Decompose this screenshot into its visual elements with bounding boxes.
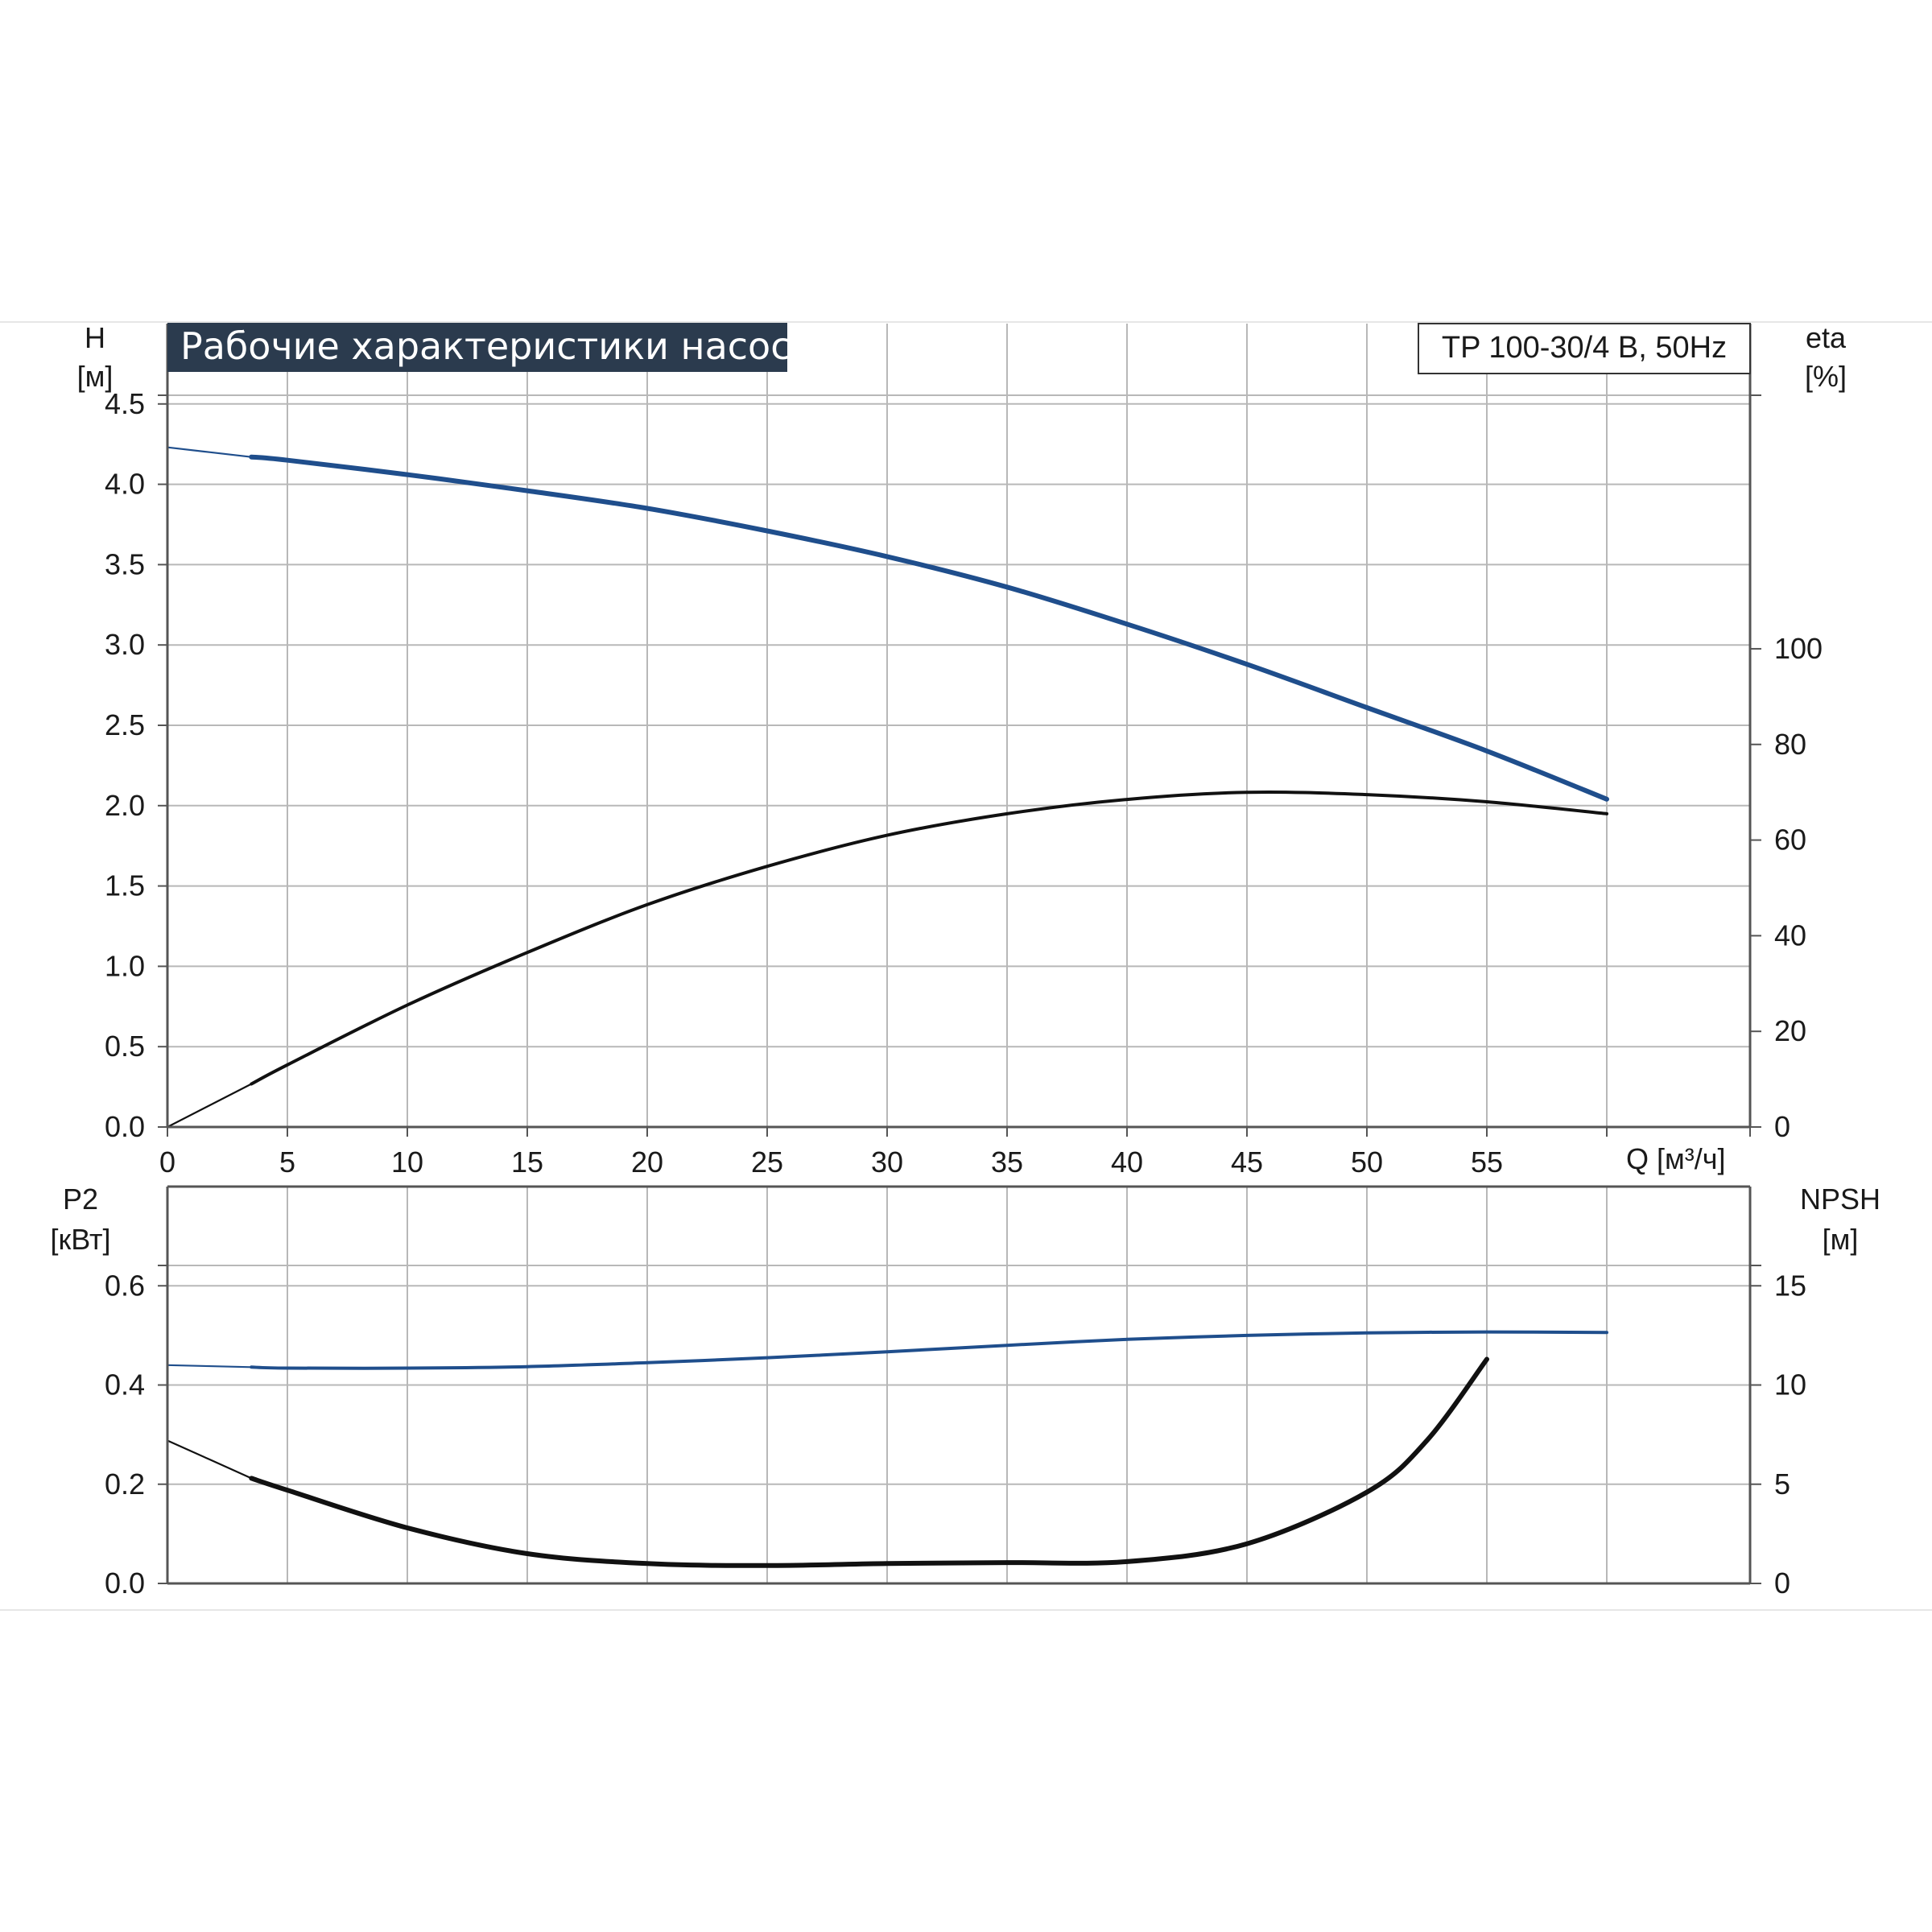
y-right-tick-label: 0 bbox=[1774, 1567, 1790, 1600]
y-left-tick-label: 3.5 bbox=[105, 547, 145, 580]
y-right-tick-label: 60 bbox=[1774, 824, 1806, 857]
efficiency-curve bbox=[250, 790, 1608, 1086]
x-tick-label: 0 bbox=[159, 1146, 175, 1179]
model-label-box bbox=[1418, 323, 1751, 374]
x-tick-label: 10 bbox=[391, 1146, 423, 1179]
y-left-tick-label: 0.2 bbox=[105, 1468, 145, 1501]
chart-title-background bbox=[167, 323, 787, 372]
y-left-tick-label: 2.0 bbox=[105, 789, 145, 822]
power-npsh-panel: 0.0 0.2 0.4 0.6 0 5 10 15 P2 [кВт] NPSH [м] bbox=[50, 1183, 1880, 1600]
y-right-label-name: eta bbox=[1806, 321, 1847, 354]
y-left-tick-label: 3.0 bbox=[105, 628, 145, 661]
head-curve-extrapolation bbox=[167, 446, 252, 458]
top-curves bbox=[167, 446, 1609, 1128]
x-tick-label: 15 bbox=[511, 1146, 543, 1179]
efficiency-curve-extrapolation bbox=[167, 1083, 252, 1128]
x-tick-label: 20 bbox=[631, 1146, 663, 1179]
y-left-tick-label: 0.0 bbox=[105, 1110, 145, 1143]
x-tick-label: 25 bbox=[751, 1146, 783, 1179]
y-right-label-unit: [%] bbox=[1805, 360, 1847, 393]
x-tick-label: 30 bbox=[871, 1146, 903, 1179]
power-curve-extrapolation bbox=[167, 1364, 252, 1368]
y-right-tick-label: 80 bbox=[1774, 728, 1806, 761]
x-tick-label: 5 bbox=[279, 1146, 295, 1179]
x-tick-label: 50 bbox=[1351, 1146, 1383, 1179]
y-right-tick-label: 40 bbox=[1774, 919, 1806, 952]
bottom-grid bbox=[167, 1187, 1750, 1583]
top-grid bbox=[167, 324, 1750, 1127]
top-tick-labels: 0.0 0.5 1.0 1.5 2.0 2.5 3.0 3.5 4.0 4.5 0 20 40 60 80 1… bbox=[105, 387, 1823, 1179]
y-right-tick-label: 20 bbox=[1774, 1014, 1806, 1047]
y-left-tick-label: 1.0 bbox=[105, 949, 145, 982]
y-left-tick-label: 4.5 bbox=[105, 387, 145, 420]
head-efficiency-panel: 0.0 0.5 1.0 1.5 2.0 2.5 3.0 3.5 4.0 4.5 0 20 40 60 80 1… bbox=[77, 321, 1847, 1179]
npsh-label-unit: [м] bbox=[1823, 1223, 1859, 1256]
npsh-curve bbox=[249, 1356, 1489, 1568]
y-right-tick-label: 0 bbox=[1774, 1110, 1790, 1143]
y-left-tick-label: 4.0 bbox=[105, 468, 145, 501]
x-axis-label: Q [м³/ч] bbox=[1626, 1142, 1726, 1175]
y-right-tick-label: 10 bbox=[1774, 1368, 1806, 1402]
x-tick-label: 55 bbox=[1471, 1146, 1503, 1179]
npsh-curve-extrapolation bbox=[167, 1439, 252, 1480]
y-left-label-name: H bbox=[85, 321, 105, 354]
y-left-tick-label: 2.5 bbox=[105, 708, 145, 741]
pump-model-label: TP 100-30/4 B, 50Hz bbox=[1442, 331, 1727, 365]
y-left-tick-label: 1.5 bbox=[105, 869, 145, 902]
x-tick-label: 40 bbox=[1111, 1146, 1143, 1179]
y-left-tick-label: 0.4 bbox=[105, 1368, 145, 1402]
head-curve bbox=[249, 454, 1609, 802]
y-left-label-unit: [м] bbox=[77, 360, 114, 393]
x-tick-label: 45 bbox=[1231, 1146, 1263, 1179]
p2-label-name: P2 bbox=[63, 1183, 98, 1216]
bottom-curves bbox=[167, 1330, 1608, 1568]
x-tick-label: 35 bbox=[991, 1146, 1023, 1179]
npsh-label-name: NPSH bbox=[1800, 1183, 1880, 1216]
bottom-tick-labels: 0.0 0.2 0.4 0.6 0 5 10 15 bbox=[105, 1265, 1806, 1600]
y-right-tick-label: 100 bbox=[1774, 632, 1823, 665]
y-left-tick-label: 0.5 bbox=[105, 1030, 145, 1063]
y-left-tick-label: 0.0 bbox=[105, 1567, 145, 1600]
chart-title: Рабочие характеристики насоса bbox=[180, 324, 814, 368]
y-right-tick-label: 15 bbox=[1774, 1269, 1806, 1302]
p2-label-unit: [кВт] bbox=[50, 1223, 110, 1256]
y-right-tick-label: 5 bbox=[1774, 1468, 1790, 1501]
power-curve bbox=[250, 1330, 1608, 1370]
y-left-tick-label: 0.6 bbox=[105, 1269, 145, 1302]
